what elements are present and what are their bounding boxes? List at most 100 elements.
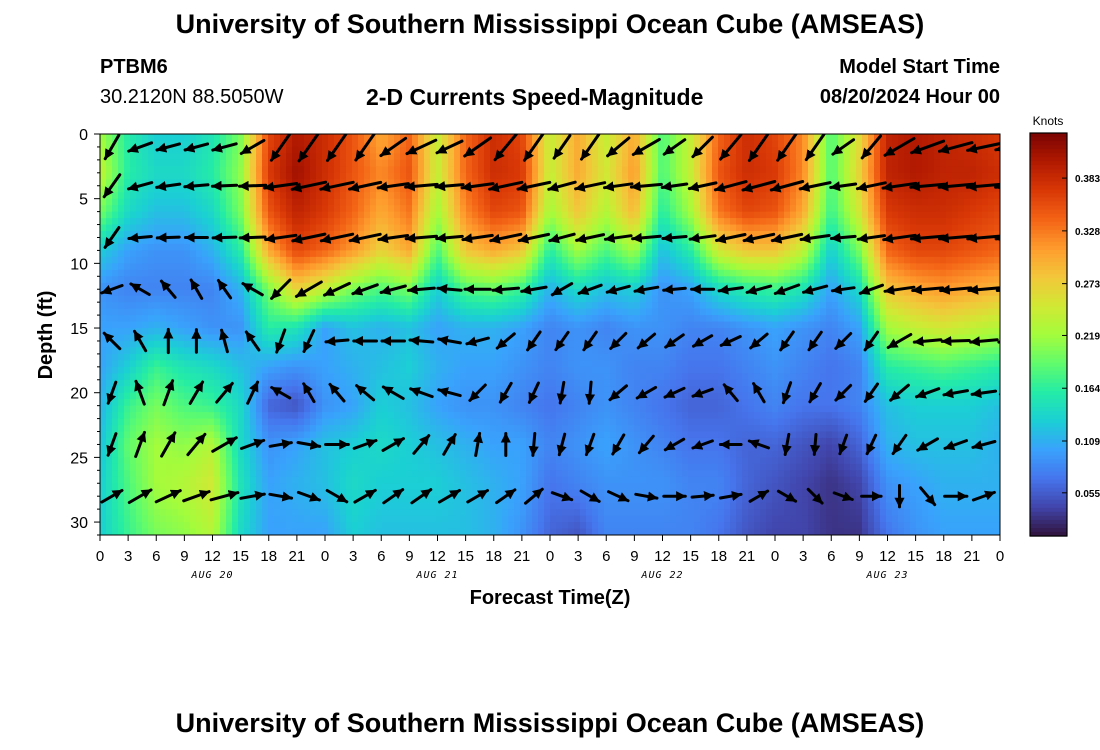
heatmap-cell	[316, 289, 323, 297]
heatmap-cell	[178, 153, 185, 161]
heatmap-cell	[808, 295, 815, 303]
heatmap-cell	[832, 295, 839, 303]
heatmap-cell	[334, 269, 341, 277]
heatmap-cell	[868, 179, 875, 187]
heatmap-cell	[676, 269, 683, 277]
heatmap-cell	[718, 250, 725, 258]
heatmap-cell	[502, 269, 509, 277]
heatmap-cell	[898, 243, 905, 252]
heatmap-cell	[286, 198, 293, 206]
heatmap-cell	[100, 146, 107, 155]
heatmap-cell	[790, 321, 797, 329]
heatmap-cell	[700, 256, 707, 264]
heatmap-cell	[442, 205, 449, 213]
heatmap-cell	[910, 159, 917, 167]
heatmap-cell	[124, 328, 131, 336]
heatmap-cell	[148, 276, 155, 284]
heatmap-cell	[604, 218, 611, 226]
heatmap-cell	[346, 153, 353, 161]
heatmap-cell	[196, 140, 203, 148]
heatmap-cell	[382, 172, 389, 180]
heatmap-cell	[994, 166, 1000, 174]
heatmap-cell	[658, 218, 665, 226]
heatmap-cell	[532, 179, 539, 187]
heatmap-cell	[634, 328, 641, 336]
heatmap-cell	[646, 256, 653, 264]
heatmap-cell	[586, 295, 593, 303]
heatmap-cell	[160, 205, 167, 213]
heatmap-cell	[880, 256, 887, 264]
heatmap-cell	[874, 263, 881, 271]
heatmap-cell	[496, 166, 503, 174]
heatmap-cell	[286, 269, 293, 277]
heatmap-cell	[994, 334, 1000, 342]
heatmap-cell	[796, 192, 803, 200]
heatmap-cell	[190, 269, 197, 277]
heatmap-cell	[262, 134, 269, 142]
heatmap-cell	[688, 295, 695, 303]
heatmap-cell	[286, 140, 293, 148]
heatmap-cell	[616, 198, 623, 206]
heatmap-cell	[424, 185, 431, 193]
heatmap-cell	[112, 347, 119, 355]
heatmap-cell	[172, 334, 179, 342]
heatmap-cell	[754, 134, 761, 142]
heatmap-cell	[232, 218, 239, 226]
heatmap-cell	[880, 302, 887, 310]
heatmap-cell	[238, 218, 245, 226]
heatmap-cell	[376, 198, 383, 206]
heatmap-cell	[706, 321, 713, 329]
heatmap-cell	[298, 302, 305, 310]
heatmap-cell	[184, 224, 191, 232]
heatmap-cell	[928, 224, 935, 232]
heatmap-cell	[262, 166, 269, 174]
heatmap-cell	[652, 218, 659, 226]
heatmap-cell	[790, 218, 797, 226]
heatmap-cell	[712, 146, 719, 155]
heatmap-cell	[928, 328, 935, 336]
heatmap-cell	[622, 289, 629, 297]
heatmap-cell	[466, 211, 473, 219]
heatmap-cell	[148, 231, 155, 239]
heatmap-cell	[676, 179, 683, 187]
heatmap-cell	[898, 218, 905, 226]
heatmap-cell	[394, 263, 401, 271]
heatmap-cell	[844, 328, 851, 336]
heatmap-cell	[952, 224, 959, 232]
heatmap-cell	[976, 166, 983, 174]
heatmap-cell	[886, 134, 893, 142]
heatmap-cell	[748, 276, 755, 284]
heatmap-cell	[826, 153, 833, 161]
heatmap-cell	[646, 340, 653, 349]
heatmap-cell	[172, 172, 179, 180]
heatmap-cell	[346, 340, 353, 349]
heatmap-cell	[778, 302, 785, 310]
heatmap-cell	[322, 263, 329, 271]
heatmap-cell	[190, 198, 197, 206]
heatmap-cell	[124, 295, 131, 303]
heatmap-cell	[700, 231, 707, 239]
heatmap-cell	[646, 179, 653, 187]
heatmap-cell	[184, 172, 191, 180]
heatmap-cell	[484, 308, 491, 316]
heatmap-cell	[604, 334, 611, 342]
heatmap-cell	[544, 159, 551, 167]
heatmap-cell	[922, 146, 929, 155]
heatmap-cell	[424, 263, 431, 271]
heatmap-cell	[448, 237, 455, 245]
heatmap-cell	[646, 198, 653, 206]
heatmap-cell	[316, 308, 323, 316]
heatmap-cell	[430, 185, 437, 193]
heatmap-cell	[418, 340, 425, 349]
heatmap-cell	[844, 198, 851, 206]
heatmap-cell	[514, 276, 521, 284]
heatmap-cell	[562, 289, 569, 297]
heatmap-cell	[796, 263, 803, 271]
heatmap-cell	[916, 302, 923, 310]
heatmap-cell	[748, 179, 755, 187]
heatmap-cell	[406, 321, 413, 329]
heatmap-cell	[124, 321, 131, 329]
heatmap-cell	[886, 153, 893, 161]
heatmap-cell	[760, 211, 767, 219]
heatmap-cell	[112, 243, 119, 252]
